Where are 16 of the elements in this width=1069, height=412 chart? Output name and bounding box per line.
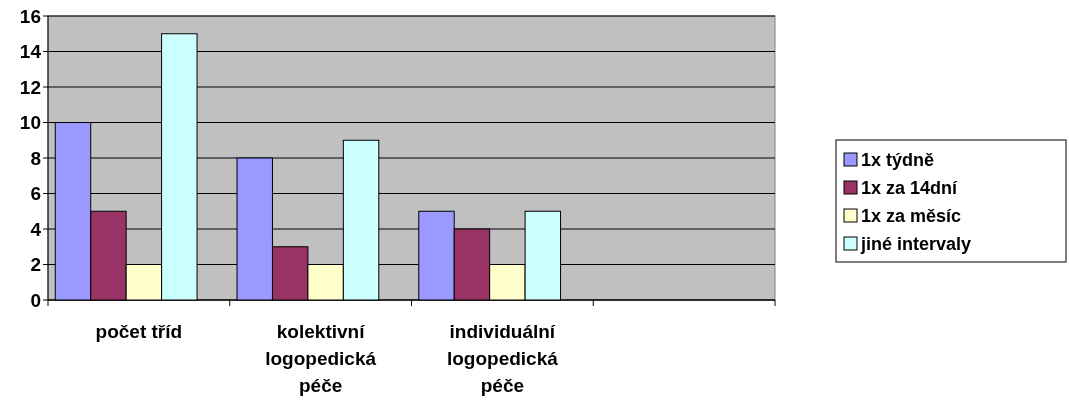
y-tick-label: 2 [30, 254, 41, 276]
y-tick-label: 8 [30, 147, 41, 169]
legend-label: 1x týdně [861, 150, 935, 171]
y-tick-label: 0 [30, 289, 41, 311]
y-tick-label: 12 [19, 76, 41, 98]
y-tick-label: 10 [19, 112, 41, 134]
legend-label: jiné intervaly [860, 234, 972, 255]
y-tick-label: 16 [19, 5, 41, 27]
legend-label: 1x za 14dní [861, 178, 959, 199]
y-tick-label: 14 [19, 41, 42, 63]
x-tick-label: kolektivní logopedická péče [265, 321, 377, 396]
legend-label: 1x za měsíc [861, 206, 962, 227]
y-tick-label: 4 [30, 218, 42, 240]
x-tick-label: počet tříd [95, 321, 183, 342]
y-tick-label: 6 [30, 183, 41, 205]
x-tick-label: individuální logopedická péče [446, 321, 559, 396]
